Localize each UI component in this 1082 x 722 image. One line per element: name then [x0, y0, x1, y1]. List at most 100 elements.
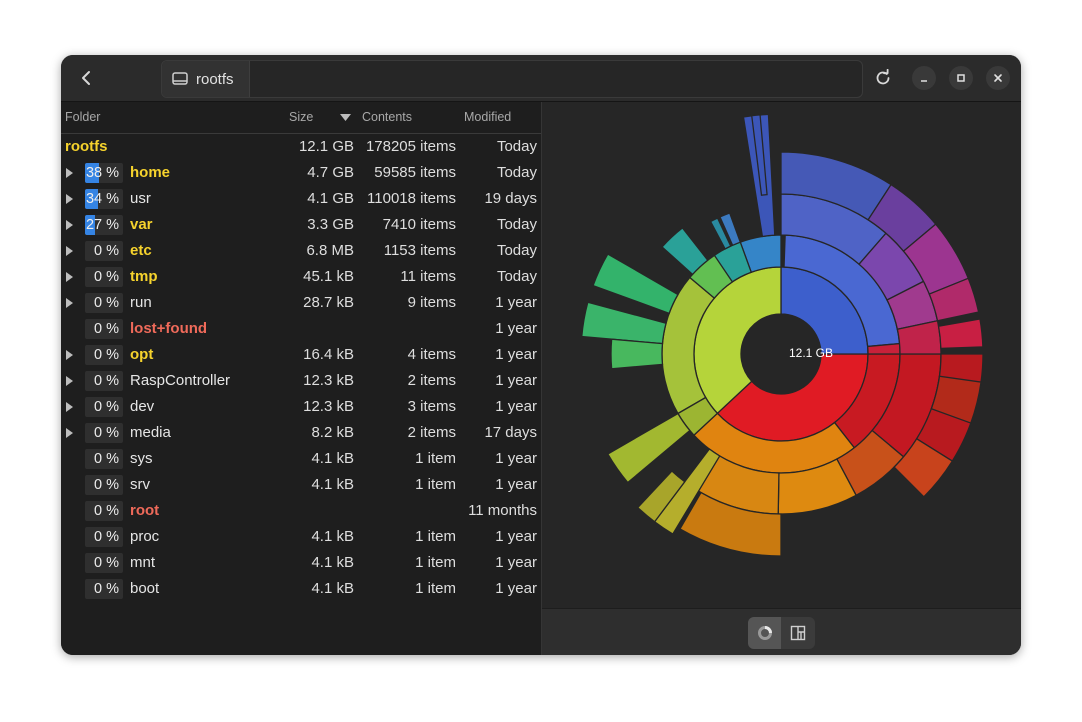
ring-segment[interactable] [592, 253, 679, 315]
folder-name: run [130, 294, 152, 311]
folder-contents: 7410 items [382, 216, 456, 233]
folder-row-lost-found[interactable]: 0 % lost+found 1 year [61, 316, 541, 342]
ring-segment[interactable] [653, 448, 721, 535]
expand-arrow-icon[interactable] [66, 264, 76, 290]
folder-contents: 1 item [415, 476, 456, 493]
folder-row-etc[interactable]: 0 % etc 6.8 MB 1153 items Today [61, 238, 541, 264]
folder-row-usr[interactable]: 34 % usr 4.1 GB 110018 items 19 days [61, 186, 541, 212]
folder-name: dev [130, 398, 155, 415]
expand-arrow-icon[interactable] [66, 160, 76, 186]
folder-size: 3.3 GB [307, 216, 354, 233]
expand-arrow-icon[interactable] [66, 238, 76, 264]
ring-segment[interactable] [606, 412, 691, 484]
folder-size: 28.7 kB [303, 294, 354, 311]
folder-row-raspcontroller[interactable]: 0 % RaspController 12.3 kB 2 items 1 year [61, 368, 541, 394]
expand-arrow-icon[interactable] [66, 290, 76, 316]
folder-contents: 2 items [407, 372, 456, 389]
folder-contents: 1 item [415, 554, 456, 571]
ring-segment[interactable] [893, 437, 954, 498]
folder-size: 6.8 MB [306, 242, 354, 259]
folder-size: 4.1 kB [311, 476, 354, 493]
expand-arrow-icon[interactable] [66, 394, 76, 420]
ring-segment[interactable] [709, 217, 732, 250]
folder-row-run[interactable]: 0 % run 28.7 kB 9 items 1 year [61, 290, 541, 316]
folder-modified: 19 days [484, 190, 537, 207]
header-divider [61, 133, 541, 134]
ring-segment[interactable] [751, 114, 768, 196]
column-header-folder[interactable]: Folder [65, 110, 101, 124]
expand-arrow-icon[interactable] [66, 212, 76, 238]
usage-bar: 0 % [85, 553, 123, 573]
close-button[interactable] [986, 66, 1010, 90]
folder-size: 4.1 kB [311, 580, 354, 597]
expand-arrow-icon[interactable] [66, 186, 76, 212]
folder-modified: Today [496, 164, 537, 181]
folder-row-media[interactable]: 0 % media 8.2 kB 2 items 17 days [61, 420, 541, 446]
reload-icon [876, 69, 890, 85]
usage-bar-fill [85, 215, 95, 235]
folder-modified: 1 year [495, 554, 537, 571]
folder-row-var[interactable]: 27 % var 3.3 GB 7410 items Today [61, 212, 541, 238]
folder-list: Folder Size Contents Modified rootfs 12.… [61, 102, 541, 655]
location-bar[interactable]: rootfs [161, 60, 863, 98]
reload-button[interactable] [869, 64, 897, 92]
folder-row-proc[interactable]: 0 % proc 4.1 kB 1 item 1 year [61, 524, 541, 550]
ring-segment[interactable] [636, 470, 686, 523]
usage-bar-fill [85, 189, 98, 209]
ring-segment[interactable] [719, 212, 742, 247]
folder-row-home[interactable]: 38 % home 4.7 GB 59585 items Today [61, 160, 541, 186]
ring-segment[interactable] [661, 227, 709, 276]
sort-descending-icon[interactable] [340, 114, 351, 121]
folder-name: home [130, 164, 171, 181]
folder-row-dev[interactable]: 0 % dev 12.3 kB 3 items 1 year [61, 394, 541, 420]
usage-percent: 0 % [94, 347, 119, 363]
folder-row-srv[interactable]: 0 % srv 4.1 kB 1 item 1 year [61, 472, 541, 498]
usage-percent: 0 % [94, 581, 119, 597]
folder-modified: 1 year [495, 398, 537, 415]
ring-chart-view-button[interactable] [748, 617, 781, 649]
root-row[interactable]: rootfs 12.1 GB 178205 items Today [61, 134, 541, 160]
maximize-button[interactable] [949, 66, 973, 90]
folder-name: lost+found [130, 320, 208, 337]
folder-contents: 2 items [407, 424, 456, 441]
drive-icon [172, 72, 188, 86]
folder-size: 16.4 kB [303, 346, 354, 363]
usage-percent: 0 % [94, 321, 119, 337]
column-header-contents[interactable]: Contents [362, 110, 413, 124]
usage-bar: 0 % [85, 475, 123, 495]
folder-size: 45.1 kB [303, 268, 354, 285]
folder-row-tmp[interactable]: 0 % tmp 45.1 kB 11 items Today [61, 264, 541, 290]
usage-bar: 0 % [85, 319, 123, 339]
folder-row-root[interactable]: 0 % root 11 months [61, 498, 541, 524]
ring-segment[interactable] [928, 277, 980, 322]
folder-contents: 1 item [415, 580, 456, 597]
ring-segment[interactable] [937, 318, 984, 350]
folder-row-opt[interactable]: 0 % opt 16.4 kB 4 items 1 year [61, 342, 541, 368]
ring-chart[interactable] [542, 102, 1021, 608]
expand-arrow-icon[interactable] [66, 420, 76, 446]
pane-divider[interactable] [541, 102, 542, 655]
breadcrumb[interactable]: rootfs [162, 61, 250, 97]
ring-segment[interactable] [610, 338, 664, 370]
usage-percent: 0 % [94, 399, 119, 415]
ring-segment[interactable] [581, 301, 667, 345]
expand-arrow-icon[interactable] [66, 368, 76, 394]
minimize-button[interactable] [912, 66, 936, 90]
folder-row-boot[interactable]: 0 % boot 4.1 kB 1 item 1 year [61, 576, 541, 602]
usage-percent: 34 % [85, 191, 119, 207]
folder-name: usr [130, 190, 151, 207]
folder-contents: 4 items [407, 346, 456, 363]
usage-bar: 0 % [85, 267, 123, 287]
back-button[interactable] [71, 62, 101, 94]
folder-size: 4.1 GB [307, 190, 354, 207]
folder-row-mnt[interactable]: 0 % mnt 4.1 kB 1 item 1 year [61, 550, 541, 576]
expand-arrow-icon[interactable] [66, 342, 76, 368]
column-header-modified[interactable]: Modified [464, 110, 512, 124]
ring-segment[interactable] [739, 234, 782, 274]
column-header-size[interactable]: Size [289, 110, 314, 124]
folder-row-sys[interactable]: 0 % sys 4.1 kB 1 item 1 year [61, 446, 541, 472]
ring-segment[interactable] [930, 375, 982, 424]
folder-name: sys [130, 450, 153, 467]
treemap-view-button[interactable] [781, 617, 814, 649]
ring-segment[interactable] [679, 491, 782, 557]
